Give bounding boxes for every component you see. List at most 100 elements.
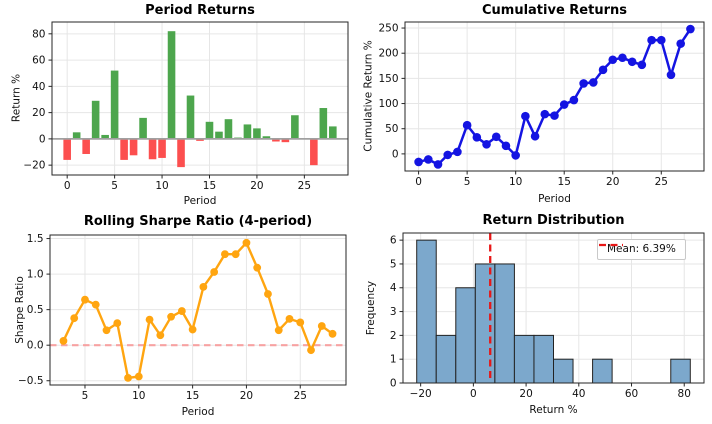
- data-point: [618, 53, 627, 63]
- x-tick-label: 15: [203, 180, 216, 192]
- data-point: [264, 290, 272, 298]
- bar-positive: [243, 124, 252, 139]
- x-tick-label: 0: [470, 388, 477, 400]
- x-tick-label: 15: [558, 176, 571, 188]
- data-point: [647, 35, 656, 45]
- x-tick-label: 10: [509, 176, 522, 188]
- x-tick-label: 5: [82, 390, 89, 402]
- x-tick-label: 25: [294, 390, 307, 402]
- hist-bar: [670, 358, 691, 384]
- data-point: [242, 238, 251, 247]
- y-tick-label: 4: [390, 282, 397, 294]
- data-point: [81, 295, 89, 304]
- hist-bar: [494, 263, 515, 384]
- axes-frame: [402, 232, 705, 384]
- data-point: [199, 282, 208, 291]
- data-point: [472, 132, 482, 142]
- bar-negative: [120, 138, 128, 160]
- data-line: [62, 241, 334, 380]
- data-point: [70, 314, 79, 323]
- data-point: [501, 141, 511, 151]
- x-tick-label: 25: [655, 176, 668, 188]
- ylabel-cumulative-returns: Cumulative Return %: [362, 40, 375, 152]
- data-point: [210, 268, 219, 276]
- bar-positive: [291, 115, 299, 139]
- data-point: [145, 315, 154, 324]
- y-tick-label: 100: [378, 98, 398, 110]
- data-point: [296, 318, 305, 327]
- data-point: [676, 39, 686, 48]
- bar-positive: [186, 95, 195, 139]
- data-point: [443, 150, 453, 160]
- x-tick-label: 20: [250, 180, 263, 192]
- x-tick-label: 20: [519, 388, 532, 400]
- data-point: [627, 57, 637, 67]
- x-tick-label: 5: [464, 176, 471, 188]
- x-tick-label: 0: [64, 180, 71, 192]
- subplot-period-returns: 0 5 10 15 20 25 −20 0 20 40 60 80: [23, 21, 349, 192]
- data-point: [656, 35, 666, 45]
- y-tick-label: 1: [390, 354, 397, 366]
- data-point: [491, 132, 501, 142]
- bar-positive: [262, 136, 271, 139]
- data-point: [579, 79, 588, 88]
- y-tick-label: 0.0: [27, 340, 44, 352]
- data-point: [511, 151, 520, 160]
- data-point: [59, 337, 68, 345]
- y-tick-label: 0.5: [27, 304, 44, 316]
- bar-positive: [319, 108, 328, 139]
- data-point: [433, 160, 443, 169]
- xlabel-return-distribution: Return %: [529, 404, 578, 416]
- hist-bar: [553, 358, 574, 384]
- bar-positive: [253, 128, 261, 139]
- y-tick-label: 200: [378, 48, 398, 60]
- ylabel-rolling-sharpe: Sharpe Ratio: [14, 276, 26, 344]
- hist-bar: [435, 334, 457, 384]
- data-point: [177, 307, 186, 315]
- y-tick-label: 5: [390, 258, 397, 270]
- y-tick-label: 250: [378, 23, 398, 35]
- bar-positive: [110, 70, 119, 139]
- bar-positive: [139, 117, 147, 139]
- bar-negative: [63, 138, 71, 160]
- ylabel-return-distribution: Frequency: [365, 280, 377, 336]
- x-tick-label: 80: [678, 388, 691, 400]
- ylabel-period-returns: Return %: [10, 73, 23, 123]
- title-return-distribution: Return Distribution: [482, 213, 625, 228]
- y-tick-label: −0.5: [18, 375, 44, 387]
- data-point: [462, 120, 472, 130]
- axes-frame: [51, 21, 349, 176]
- bar-positive: [224, 119, 233, 139]
- data-point: [550, 111, 559, 120]
- legend-dash-icon: [599, 243, 623, 247]
- x-tick-label: 10: [155, 180, 168, 192]
- data-point: [328, 329, 337, 338]
- data-point: [423, 155, 433, 164]
- x-tick-label: 20: [240, 390, 253, 402]
- y-tick-label: 0: [39, 133, 46, 145]
- data-point: [482, 140, 491, 149]
- data-point: [285, 314, 294, 323]
- y-tick-label: 0: [390, 377, 397, 389]
- y-tick-label: 3: [390, 306, 397, 318]
- y-tick-label: 40: [32, 81, 45, 93]
- data-point: [530, 131, 540, 141]
- x-tick-label: 25: [298, 180, 311, 192]
- y-tick-label: 20: [32, 107, 45, 119]
- x-tick-label: 20: [606, 176, 619, 188]
- hist-bar: [455, 287, 476, 384]
- hist-bar: [513, 334, 535, 384]
- x-tick-label: 60: [625, 388, 638, 400]
- y-tick-label: 6: [390, 235, 397, 247]
- bar-negative: [272, 138, 280, 142]
- data-point: [156, 331, 165, 340]
- bar-positive: [167, 31, 176, 139]
- data-point: [589, 78, 598, 87]
- data-point: [188, 325, 197, 334]
- data-point: [414, 157, 423, 167]
- data-point: [569, 95, 579, 105]
- bar-positive: [72, 132, 81, 139]
